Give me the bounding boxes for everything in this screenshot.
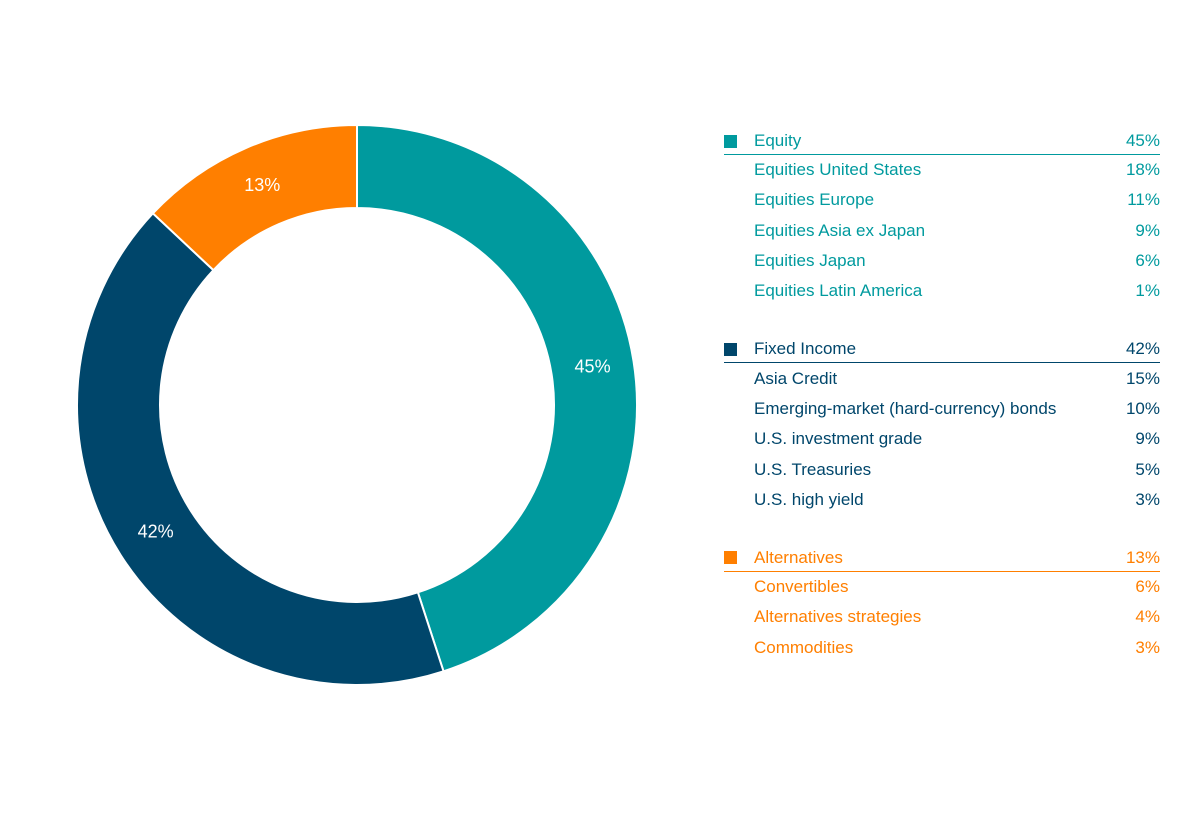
legend-group-header: Fixed Income 42% — [724, 336, 1160, 364]
legend-group-alternatives: Alternatives 13% Convertibles 6% Alternat… — [724, 545, 1160, 663]
item-label: Equities Japan — [754, 251, 866, 271]
legend-item: U.S. investment grade 9% — [724, 424, 1160, 454]
slice-fixed-income — [76, 211, 445, 686]
item-label: Equities Asia ex Japan — [754, 220, 926, 240]
item-value: 9% — [1135, 429, 1160, 449]
slice-data-label: 13% — [244, 175, 280, 195]
legend-item: Equities Japan 6% — [724, 246, 1160, 276]
legend-item: U.S. Treasuries 5% — [724, 454, 1160, 484]
item-value: 4% — [1135, 607, 1160, 627]
item-label: Equities Latin America — [754, 281, 923, 301]
item-value: 9% — [1135, 220, 1160, 240]
legend-group-header: Equity 45% — [724, 128, 1160, 155]
item-value: 3% — [1135, 489, 1160, 509]
item-label: Asia Credit — [754, 368, 838, 388]
item-value: 6% — [1135, 577, 1160, 597]
item-label: Alternatives strategies — [754, 607, 922, 627]
slice-equity — [356, 123, 638, 673]
legend-item: Commodities 3% — [724, 633, 1160, 663]
item-value: 18% — [1125, 160, 1160, 180]
item-value: 10% — [1125, 398, 1160, 418]
item-label: Equities Europe — [754, 190, 875, 210]
legend-item: Equities United States 18% — [724, 155, 1160, 185]
legend-group-header: Alternatives 13% — [724, 545, 1160, 572]
item-value: 15% — [1125, 368, 1160, 388]
group-total: 42% — [1125, 339, 1160, 359]
item-label: Commodities — [754, 637, 854, 657]
legend-item: Asia Credit 15% — [724, 363, 1160, 393]
item-label: Convertibles — [754, 577, 849, 597]
item-label: Emerging-market (hard-currency) bonds — [754, 398, 1057, 418]
slice-data-label: 42% — [138, 522, 174, 542]
legend-item: Convertibles 6% — [724, 572, 1160, 602]
item-label: U.S. high yield — [754, 489, 864, 509]
group-name: Alternatives — [754, 547, 843, 567]
legend: Equity 45% Equities United States 18% Equ… — [724, 128, 1160, 693]
item-label: U.S. investment grade — [754, 429, 923, 449]
legend-item: U.S. high yield 3% — [724, 485, 1160, 515]
legend-item: Alternatives strategies 4% — [724, 602, 1160, 632]
fixed-income-swatch — [724, 342, 737, 356]
legend-group-fixed-income: Fixed Income 42% Asia Credit 15% Emerging… — [724, 336, 1160, 514]
group-name: Fixed Income — [754, 339, 857, 359]
slice-data-label: 45% — [575, 356, 611, 376]
donut-chart: 45% 42% 13% — [76, 123, 638, 686]
group-total: 13% — [1125, 547, 1160, 567]
item-value: 3% — [1135, 637, 1160, 657]
equity-swatch — [724, 134, 737, 148]
item-label: Equities United States — [754, 160, 922, 180]
item-value: 11% — [1127, 190, 1160, 210]
legend-group-equity: Equity 45% Equities United States 18% Equ… — [724, 128, 1160, 306]
item-label: U.S. Treasuries — [754, 459, 872, 479]
item-value: 5% — [1135, 459, 1160, 479]
legend-item: Equities Europe 11% — [724, 185, 1160, 215]
legend-item: Equities Latin America 1% — [724, 276, 1160, 306]
group-name: Equity — [754, 131, 802, 150]
legend-item: Equities Asia ex Japan 9% — [724, 216, 1160, 246]
item-value: 1% — [1135, 281, 1160, 301]
slice-alternatives — [151, 123, 358, 272]
group-total: 45% — [1125, 131, 1160, 150]
legend-item: Emerging-market (hard-currency) bonds 10% — [724, 394, 1160, 424]
alternatives-swatch — [724, 551, 737, 565]
item-value: 6% — [1135, 251, 1160, 271]
